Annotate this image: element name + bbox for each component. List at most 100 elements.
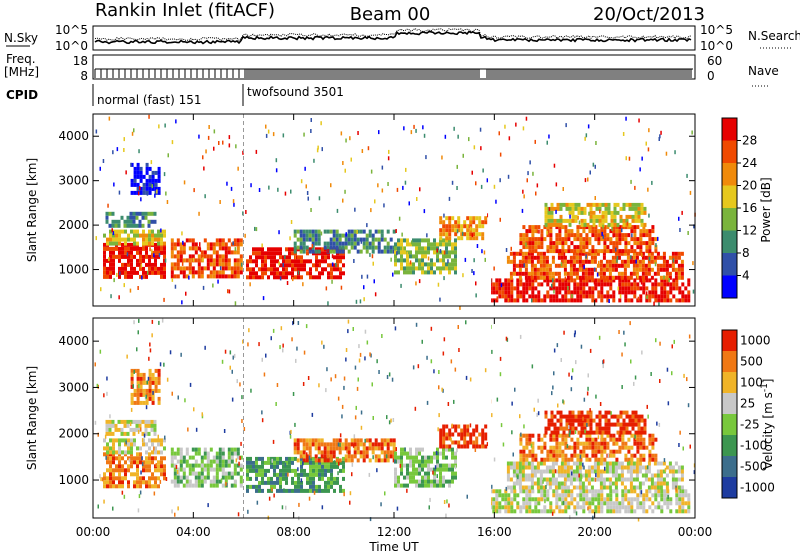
colorbar-tick-label: -500 <box>740 460 767 474</box>
y-tick-label: 1000 <box>58 473 89 487</box>
colorbar-tick-label: 20 <box>742 179 757 193</box>
freq-label-line2: [MHz] <box>4 65 39 79</box>
velocity-xticks: 00:00 04:00 08:00 12:00 16:00 20:00 00:00 <box>76 114 713 539</box>
colorbar-segment <box>722 372 737 393</box>
nsky-tick-bottom: 10^0 <box>55 39 88 53</box>
echo-region <box>506 251 684 280</box>
nsearch-trace <box>94 27 692 42</box>
x-tick-label: 16:00 <box>477 525 512 539</box>
x-tick-label: 08:00 <box>276 525 311 539</box>
nsky-label: N.Sky <box>4 31 38 45</box>
colorbar-tick-label: -25 <box>740 418 760 432</box>
colorbar-tick-label: 12 <box>742 224 757 238</box>
colorbar-segment <box>722 140 737 163</box>
y-tick-label: 4000 <box>58 334 89 348</box>
nsearch-label: N.Search <box>748 29 800 43</box>
y-tick-label: 4000 <box>58 129 89 143</box>
echo-region <box>544 202 647 227</box>
echo-region <box>439 216 488 241</box>
colorbar-segment <box>722 185 737 208</box>
colorbar-tick-label: 16 <box>742 201 757 215</box>
velocity-yticks: 1000 2000 3000 4000 <box>58 334 695 487</box>
y-tick-label: 2000 <box>58 427 89 441</box>
colorbar-segment <box>722 351 737 372</box>
colorbar-segment <box>722 163 737 186</box>
y-tick-label: 3000 <box>58 174 89 188</box>
echo-region <box>394 447 457 488</box>
colorbar-tick-label: 24 <box>742 156 757 170</box>
colorbar-tick-label: 1000 <box>740 334 771 348</box>
freq-label-line1: Freq. <box>6 52 36 66</box>
cpid-label: CPID <box>6 88 38 102</box>
title-left: Rankin Inlet (fitACF) <box>95 0 275 21</box>
colorbar-segment <box>722 253 737 276</box>
scatter-echoes <box>95 114 696 310</box>
freq-tick-bottom: 8 <box>80 69 88 83</box>
power-ylabel: Slant Range [km] <box>25 158 39 262</box>
colorbar-tick-label: 28 <box>742 134 757 148</box>
echo-region <box>105 419 157 436</box>
nave-tick-top: 60 <box>707 54 722 68</box>
echo-region <box>103 452 166 489</box>
colorbar-segment <box>722 230 737 253</box>
cpid-panel: CPID normal (fast) 151 twofsound 3501 <box>6 84 344 107</box>
nave-ticks <box>94 68 693 78</box>
echo-region <box>103 229 166 246</box>
x-tick-label: 12:00 <box>377 525 412 539</box>
echo-region <box>103 438 166 455</box>
colorbar-tick-label: 500 <box>740 355 763 369</box>
scatter-echoes <box>94 318 696 522</box>
velocity-colorbar: 1000 500 100 25 -25 -100 -500 -1000 <box>721 329 775 499</box>
nsearch-tick-top: 10^5 <box>700 23 733 37</box>
echo-region <box>519 433 658 462</box>
colorbar-segment <box>722 275 737 298</box>
nsearch-tick-bottom: 10^0 <box>700 39 733 53</box>
freq-panel: Freq. [MHz] 18 8 60 0 Nave <box>4 52 779 87</box>
colorbar-segment <box>722 477 737 498</box>
title-right: 20/Oct/2013 <box>593 4 705 25</box>
nave-tick-bottom: 0 <box>707 69 715 83</box>
echo-region <box>394 238 457 275</box>
colorbar-tick-label: 25 <box>740 397 755 411</box>
colorbar-segment <box>722 456 737 477</box>
power-yticks: 1000 2000 3000 4000 <box>58 129 695 277</box>
echo-region <box>293 438 396 463</box>
echo-region <box>130 368 161 405</box>
x-axis-label: Time UT <box>368 540 419 554</box>
power-echoes <box>95 114 696 310</box>
data-gap <box>488 319 492 517</box>
x-tick-label: 00:00 <box>678 525 713 539</box>
echo-region <box>519 225 658 254</box>
colorbar-segment <box>722 435 737 456</box>
colorbar-tick-label: 100 <box>740 376 763 390</box>
colorbar-tick-label: 8 <box>742 246 750 260</box>
cpid-mode-2: twofsound 3501 <box>247 85 344 99</box>
nsky-panel: N.Sky 10^5 10^0 10^5 10^0 N.Search <box>4 23 800 53</box>
title-center: Beam 00 <box>350 4 431 25</box>
colorbar-frame <box>721 329 738 499</box>
power-colorbar: 4 8 12 16 20 24 28 <box>721 117 757 299</box>
y-tick-label: 1000 <box>58 263 89 277</box>
colorbar-segment <box>722 393 737 414</box>
y-tick-label: 3000 <box>58 380 89 394</box>
colorbar-segment <box>722 208 737 231</box>
freq-tick-top: 18 <box>73 54 88 68</box>
echo-region <box>105 211 157 228</box>
power-cbar-label: Power [dB] <box>759 177 773 242</box>
echo-region <box>439 424 488 449</box>
colorbar-segment <box>722 414 737 435</box>
velocity-echoes <box>94 318 696 522</box>
echo-region <box>170 238 243 279</box>
nsky-trace <box>94 30 692 45</box>
x-tick-label: 20:00 <box>577 525 612 539</box>
cpid-mode-1: normal (fast) 151 <box>97 93 201 107</box>
echo-region <box>170 447 243 488</box>
velocity-cbar-label: Velocity [m s-1] <box>760 379 775 470</box>
y-tick-label: 2000 <box>58 218 89 232</box>
colorbar-tick-label: -1000 <box>740 481 775 495</box>
x-tick-label: 04:00 <box>176 525 211 539</box>
colorbar-segment <box>722 118 737 141</box>
x-tick-label: 00:00 <box>76 525 111 539</box>
